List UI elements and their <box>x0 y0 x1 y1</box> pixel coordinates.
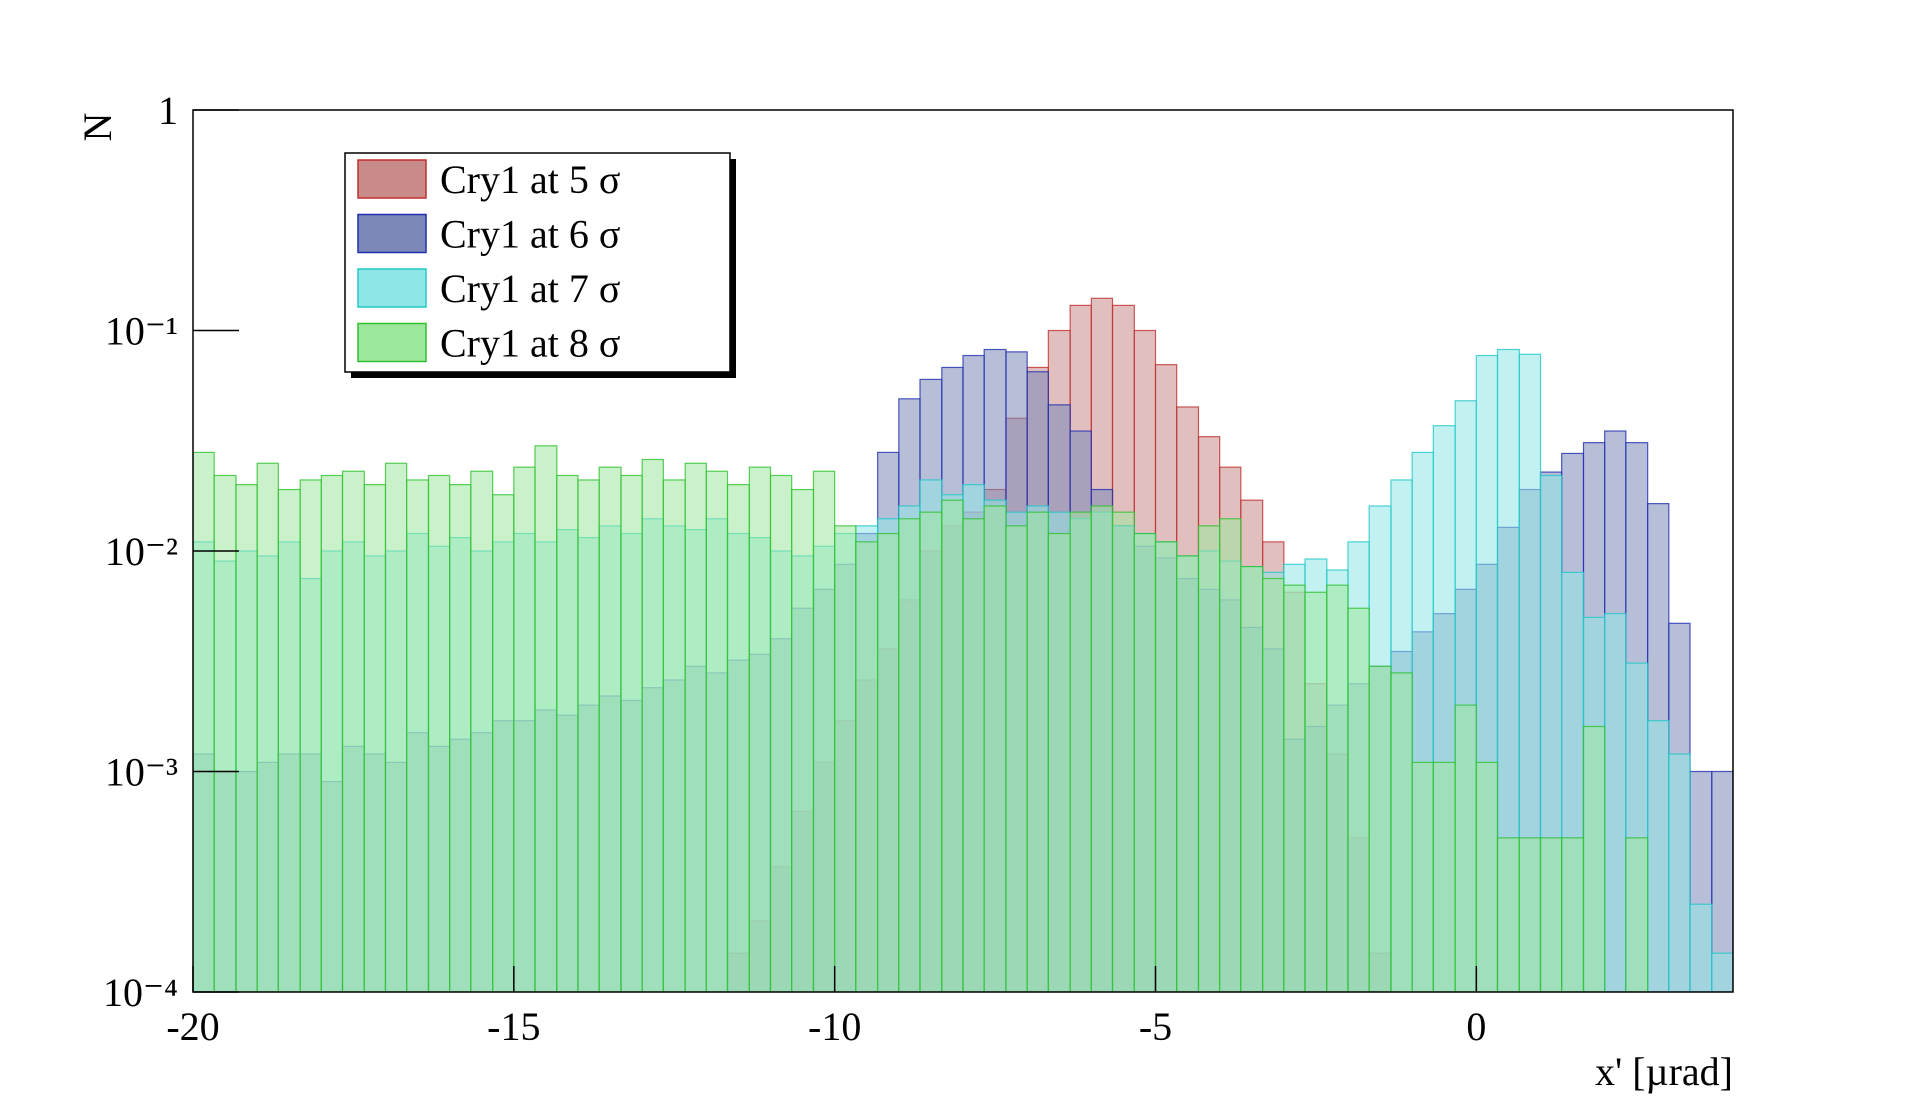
x-tick-label: -5 <box>1139 1004 1172 1049</box>
y-tick-label: 10⁻⁴ <box>103 970 178 1015</box>
histogram-bar <box>983 505 1007 992</box>
histogram-bar <box>1539 837 1563 992</box>
x-tick-label: -20 <box>166 1004 219 1049</box>
histogram-bar <box>320 474 344 992</box>
y-tick-label: 10⁻³ <box>105 750 178 795</box>
y-tick-label: 1 <box>158 88 178 133</box>
histogram-bar <box>941 499 964 992</box>
histogram-bar <box>384 462 408 992</box>
histogram-bar <box>598 466 622 992</box>
legend-label: Cry1 at 6 σ <box>440 212 620 257</box>
histogram-bar <box>299 479 322 992</box>
histogram-bar <box>855 541 879 992</box>
legend-swatch <box>357 268 427 308</box>
histogram-bar <box>834 525 857 992</box>
histogram-bar <box>1176 555 1200 992</box>
histogram-bar <box>1219 518 1242 992</box>
histogram-bar <box>1240 565 1264 992</box>
histogram-bar <box>213 474 237 992</box>
histogram-bar <box>1133 532 1157 992</box>
histogram-bar <box>577 479 600 992</box>
histogram-bar <box>256 462 279 992</box>
legend: Cry1 at 5 σ Cry1 at 6 σ Cry1 at 7 σ Cry1 at… <box>357 157 620 366</box>
histogram-bar <box>791 488 815 992</box>
histogram-bar <box>534 445 558 992</box>
legend-swatch <box>357 322 427 363</box>
histogram-bar <box>1326 584 1349 992</box>
histogram-bar <box>193 451 215 992</box>
histogram-bar <box>427 474 451 992</box>
histogram-bar <box>1047 532 1071 992</box>
histogram-bar <box>1475 761 1499 992</box>
histogram-bar <box>1496 837 1520 992</box>
histogram-bar <box>1154 541 1178 992</box>
axes: -20 -15 -10 -5 0 10⁻⁴ 10⁻³ 10⁻² 10⁻¹ 1 <box>103 88 1486 1049</box>
histogram-bar <box>620 474 643 992</box>
x-tick-label: 0 <box>1466 1004 1486 1049</box>
histogram-bar <box>1090 505 1114 992</box>
histogram-bar <box>641 458 664 992</box>
histogram-bar <box>1432 761 1456 992</box>
y-tick-label: 10⁻¹ <box>105 309 178 354</box>
histogram-bar <box>492 494 515 992</box>
histogram-bar <box>769 474 793 992</box>
histogram-bar <box>1368 665 1392 992</box>
histogram-bar <box>1561 837 1585 992</box>
histogram-bar <box>277 488 301 992</box>
histogram-bar <box>235 484 258 992</box>
histogram-bar <box>1668 753 1691 992</box>
histogram-bar <box>1111 511 1135 992</box>
histogram-bar <box>1283 584 1306 992</box>
histogram-bar <box>363 484 387 992</box>
histogram-bar <box>341 470 365 992</box>
histogram-bar <box>684 462 707 992</box>
histogram-bar <box>1582 725 1606 992</box>
histogram-area <box>193 297 1733 992</box>
histogram-bar <box>556 474 579 992</box>
legend-swatch <box>357 159 427 199</box>
histogram-bar <box>748 466 772 992</box>
histogram-bar <box>1262 577 1285 992</box>
legend-label: Cry1 at 7 σ <box>440 266 620 311</box>
histogram-bar <box>877 532 900 992</box>
histogram-bar <box>812 470 836 992</box>
histogram-bar <box>1689 903 1713 992</box>
histogram-bar <box>470 470 494 992</box>
histogram-bar <box>1647 720 1670 992</box>
histogram-bar <box>1390 672 1413 992</box>
histogram-bar <box>1197 525 1221 992</box>
histogram-bar <box>1518 837 1542 992</box>
histogram-bar <box>1411 761 1434 992</box>
histogram-bar <box>726 484 750 992</box>
histogram-bar <box>1347 607 1370 992</box>
x-tick-label: -15 <box>487 1004 540 1049</box>
y-axis-label: N <box>75 113 120 142</box>
histogram-bar <box>705 470 729 992</box>
histogram-bar <box>662 479 686 992</box>
histogram-bar <box>1069 511 1092 992</box>
x-tick-label: -10 <box>808 1004 861 1049</box>
y-tick-label: 10⁻² <box>105 529 178 574</box>
histogram-bar <box>962 518 985 992</box>
histogram-bar <box>1304 591 1328 992</box>
legend-label: Cry1 at 8 σ <box>440 321 620 366</box>
histogram-bar <box>1454 704 1477 992</box>
histogram-bar <box>513 466 536 992</box>
legend-swatch <box>357 213 427 254</box>
histogram-bar <box>1604 613 1627 992</box>
histogram-bar <box>919 511 943 992</box>
histogram-bar <box>406 479 430 992</box>
histogram-bar <box>449 484 472 992</box>
histogram-bar <box>1711 952 1733 992</box>
histogram-bar <box>898 518 921 992</box>
x-axis-label: x' [µrad] <box>1595 1049 1733 1094</box>
legend-label: Cry1 at 5 σ <box>440 157 620 202</box>
histogram-bar <box>1005 525 1028 992</box>
histogram-bar <box>1026 511 1049 992</box>
histogram-bar <box>1625 837 1649 992</box>
